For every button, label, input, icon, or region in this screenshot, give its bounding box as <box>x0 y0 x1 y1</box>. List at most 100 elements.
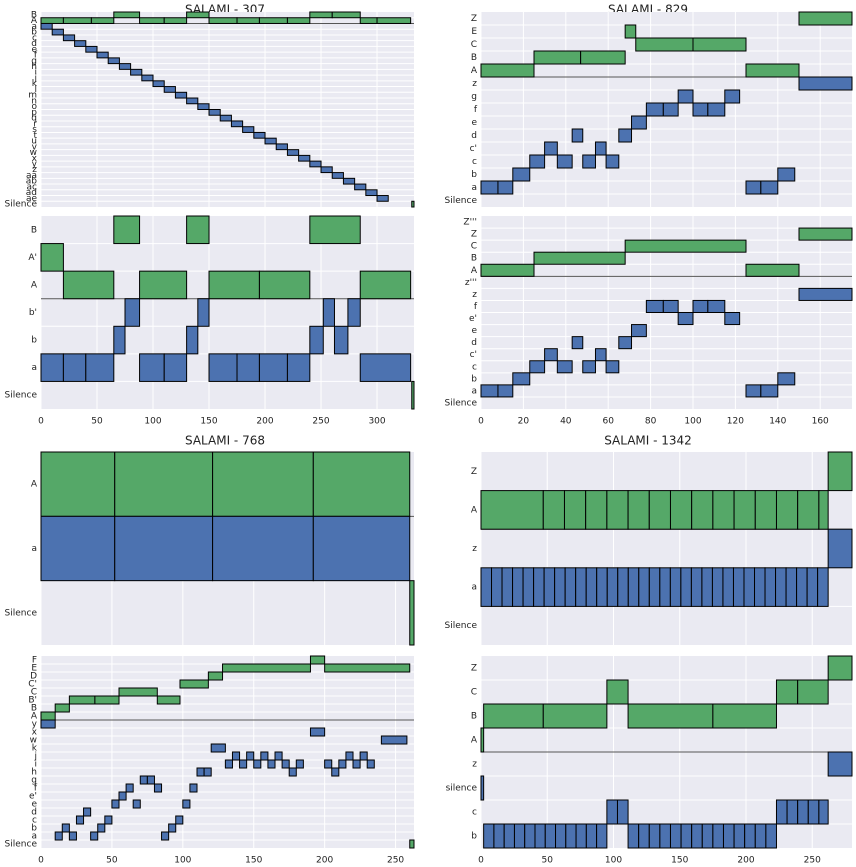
segment-bar <box>196 767 205 777</box>
segment-bar <box>258 270 311 300</box>
x-tick-label: 150 <box>245 856 262 866</box>
y-tick-label: A <box>31 280 38 290</box>
y-tick-label: A <box>31 480 38 490</box>
segment-bar <box>817 567 829 607</box>
y-tick-label: Z <box>471 14 477 24</box>
panel-1: Silence a A <box>5 451 415 646</box>
segment-bar <box>483 703 544 729</box>
y-tick-label: h <box>31 768 37 778</box>
segment-bar <box>544 823 557 849</box>
x-tick-label: 20 <box>518 417 530 427</box>
segment-bar <box>54 703 70 713</box>
panel-2: Silence a b b' A A' B <box>5 215 415 410</box>
segment-bar <box>113 11 141 19</box>
y-tick-label: A <box>471 66 478 76</box>
segment-bar <box>236 17 260 24</box>
segment-bar <box>524 823 536 849</box>
y-tick-label: f <box>474 105 478 115</box>
segment-bar <box>555 823 567 849</box>
segment-bar <box>331 767 340 777</box>
segment-bar <box>785 567 798 607</box>
y-tick-label: a <box>471 583 477 593</box>
x-tick-label: 50 <box>542 856 554 866</box>
y-tick-label: f <box>34 51 38 61</box>
segment-bar <box>153 783 163 793</box>
segment-bar <box>107 57 120 65</box>
segment-bar <box>618 336 633 350</box>
segment-bar <box>692 102 709 117</box>
segment-bar <box>40 515 116 582</box>
segment-bar <box>677 89 694 104</box>
segment-bar <box>605 154 620 169</box>
segment-bar <box>54 831 63 841</box>
y-tick-label: C <box>471 688 477 698</box>
segment-bar <box>236 353 260 382</box>
segment-bar <box>798 287 853 301</box>
x-tick-label: 0 <box>38 417 44 427</box>
segment-bar <box>580 50 626 65</box>
segment-bar <box>210 743 226 753</box>
segment-bar <box>74 40 87 47</box>
y-tick-label: aa <box>26 171 37 181</box>
y-tick-label: k <box>32 744 38 754</box>
y-tick-label: i <box>34 760 37 770</box>
segment-bar <box>40 22 53 30</box>
y-tick-label: B' <box>28 696 37 706</box>
y-tick-label: c <box>472 362 477 372</box>
y-tick-label: b <box>471 170 477 180</box>
segment-bar <box>411 380 415 410</box>
y-tick-label: c <box>32 33 37 43</box>
segment-bar <box>745 384 762 398</box>
segment-bar <box>543 567 556 607</box>
y-tick-label: g <box>31 56 37 66</box>
segment-bar <box>798 11 853 26</box>
x-tick-label: 100 <box>684 417 701 427</box>
y-tick-label: B <box>471 254 477 264</box>
segment-bar <box>118 63 132 70</box>
y-tick-label: A <box>471 266 478 276</box>
segment-bar <box>163 353 188 382</box>
segment-bar <box>606 567 619 607</box>
y-tick-label: x <box>32 154 38 164</box>
segment-bar <box>182 799 191 809</box>
segment-bar <box>797 679 829 705</box>
segment-bar <box>239 759 248 769</box>
segment-bar <box>242 126 255 133</box>
segment-bar <box>152 80 165 88</box>
segment-bar <box>62 17 92 24</box>
y-tick-label: ac <box>27 182 38 192</box>
y-tick-label: e' <box>29 792 37 802</box>
x-tick-label: 120 <box>727 417 744 427</box>
segment-bar <box>40 711 56 721</box>
salami-829-chart: SALAMI - 829Silenceabcc'defgzABCEZSilenc… <box>445 3 853 427</box>
segment-bar <box>645 299 664 313</box>
segment-bar <box>624 239 747 253</box>
segment-bar <box>648 823 661 849</box>
plot-background <box>481 452 852 645</box>
y-tick-label: z <box>32 165 37 175</box>
segment-bar <box>324 759 333 769</box>
segment-bar <box>575 823 587 849</box>
y-tick-label: ab <box>26 177 38 187</box>
segment-bar <box>645 102 664 117</box>
segment-bar <box>224 759 233 769</box>
segment-bar <box>186 215 210 245</box>
segment-bar <box>208 353 238 382</box>
y-tick-label: x <box>32 728 38 738</box>
segment-bar <box>320 166 333 174</box>
y-tick-label: z <box>472 290 477 300</box>
segment-bar <box>503 823 515 849</box>
segment-bar <box>380 735 408 745</box>
segment-bar <box>246 751 255 761</box>
y-tick-label: s <box>32 125 37 135</box>
segment-bar <box>554 567 566 607</box>
segment-bar <box>701 823 714 849</box>
segment-bar <box>497 180 514 195</box>
segment-bar <box>40 353 64 382</box>
segment-bar <box>745 263 800 277</box>
segment-bar <box>701 567 713 607</box>
segment-bar <box>754 823 767 849</box>
y-tick-label: c' <box>470 350 477 360</box>
